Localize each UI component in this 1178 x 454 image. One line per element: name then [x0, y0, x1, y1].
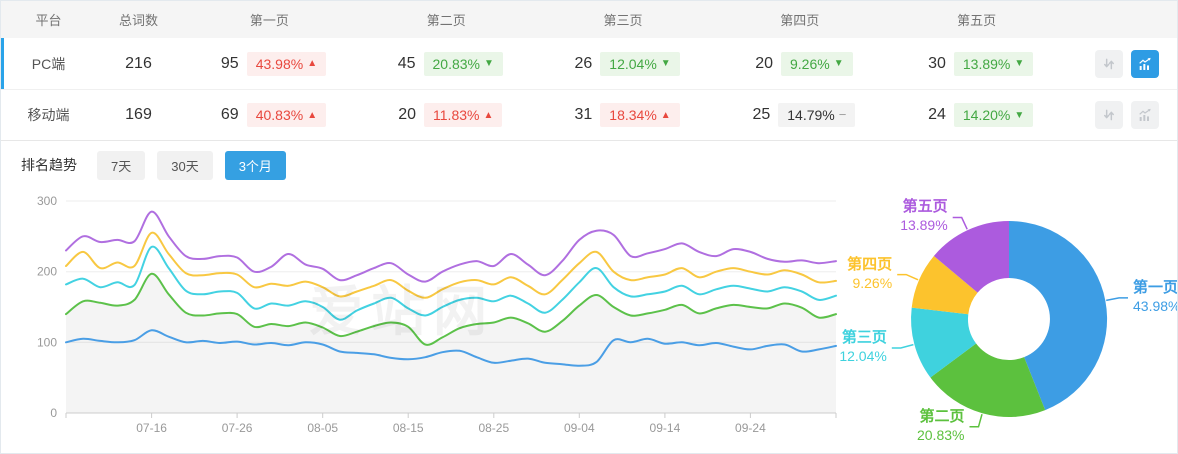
svg-text:09-14: 09-14: [650, 421, 681, 435]
page4-cell: 25 14.79% −: [711, 103, 888, 127]
sort-button[interactable]: [1095, 49, 1123, 78]
svg-text:09-04: 09-04: [564, 421, 595, 435]
donut-label-第四页: 第四页 9.26%: [847, 255, 893, 291]
page3-cell: 26 12.04% ▼: [535, 51, 712, 76]
platform-label: PC端: [31, 55, 66, 72]
up-triangle-icon: ▲: [660, 109, 671, 121]
bar-trend-icon: [1139, 57, 1151, 70]
svg-text:07-26: 07-26: [222, 421, 253, 435]
page2-count: 20: [398, 106, 417, 123]
svg-text:300: 300: [37, 194, 57, 208]
col-platform: 平台: [35, 13, 62, 28]
flat-dash-icon: −: [838, 107, 847, 122]
page1-change-badge: 43.98% ▲: [246, 51, 327, 76]
page5-count: 30: [928, 54, 946, 72]
svg-text:08-05: 08-05: [307, 421, 338, 435]
page3-count: 26: [574, 54, 593, 72]
page2-cell: 45 20.83% ▼: [358, 51, 535, 76]
up-triangle-icon: ▲: [307, 58, 318, 69]
page4-change-badge: 9.26% ▼: [780, 51, 853, 76]
charts-area: 爱站网 0 100 200 300 07-16 07-26 08-05 08-15 08-25 0…: [1, 189, 1177, 453]
page4-cell: 20 9.26% ▼: [711, 51, 888, 76]
col-page2: 第二页: [426, 13, 466, 28]
page4-change-badge: 14.79% −: [778, 103, 856, 127]
page5-cell: 30 13.89% ▼: [888, 51, 1065, 76]
svg-text:200: 200: [37, 265, 57, 279]
table-row-pc[interactable]: PC端 216 95 43.98% ▲ 45 20.83% ▼ 26 12.04% ▼…: [1, 38, 1177, 89]
col-total-words: 总词数: [118, 13, 158, 28]
svg-text:09-24: 09-24: [735, 421, 766, 435]
page1-cell: 95 43.98% ▲: [181, 51, 358, 76]
page2-cell: 20 11.83% ▲: [358, 103, 535, 127]
table-row-mobile[interactable]: 移动端 169 69 40.83% ▲ 20 11.83% ▲ 31 18.34% ▲…: [1, 89, 1177, 140]
donut-label-第一页: 第一页 43.98%: [1133, 278, 1178, 314]
page2-count: 45: [397, 54, 416, 72]
page3-change-badge: 18.34% ▲: [600, 103, 680, 127]
line-chart-canvas: 0 100 200 300 07-16 07-26 08-05 08-15 08-25 09-04…: [37, 194, 837, 435]
up-triangle-icon: ▲: [307, 109, 318, 121]
page3-count: 31: [574, 106, 593, 123]
trend-title: 排名趋势: [21, 157, 77, 173]
page4-count: 25: [752, 106, 771, 123]
trend-toolbar: 排名趋势 7天 30天 3个月: [1, 140, 1177, 189]
col-page3: 第三页: [603, 13, 643, 28]
tab-30days[interactable]: 30天: [157, 150, 213, 180]
page1-count: 69: [220, 106, 239, 123]
sort-button[interactable]: [1095, 101, 1123, 129]
trend-chart-button[interactable]: [1131, 49, 1159, 78]
page3-cell: 31 18.34% ▲: [535, 103, 712, 127]
down-triangle-icon: ▼: [833, 58, 844, 69]
tab-7days[interactable]: 7天: [97, 150, 146, 180]
page5-change-badge: 14.20% ▼: [953, 103, 1034, 127]
page5-change-badge: 13.89% ▼: [953, 51, 1034, 76]
total-words-value: 216: [125, 54, 152, 72]
up-triangle-icon: ▲: [483, 109, 494, 121]
col-page5: 第五页: [957, 13, 997, 28]
svg-text:08-25: 08-25: [478, 421, 509, 435]
donut-canvas: [891, 216, 1128, 428]
donut-label-第五页: 第五页 13.89%: [900, 198, 948, 234]
bar-trend-icon: [1139, 108, 1151, 121]
page2-change-badge: 11.83% ▲: [424, 103, 503, 127]
page5-count: 24: [928, 106, 946, 123]
rank-trend-line-chart: 爱站网 0 100 200 300 07-16 07-26 08-05 08-15 08-25 0…: [1, 189, 851, 453]
col-page4: 第四页: [780, 13, 820, 28]
svg-text:100: 100: [37, 335, 57, 349]
donut-label-第二页: 第二页 20.83%: [916, 407, 965, 443]
page1-cell: 69 40.83% ▲: [181, 103, 358, 127]
trend-chart-button[interactable]: [1131, 101, 1159, 129]
page1-count: 95: [220, 54, 239, 72]
down-triangle-icon: ▼: [660, 58, 671, 69]
page-share-donut-chart: 第一页 43.98% 第二页 20.83% 第三页 12.04% 第四页 9.26% 第五页 13…: [839, 189, 1178, 453]
col-page1: 第一页: [249, 13, 289, 28]
total-words-value: 169: [125, 106, 152, 123]
svg-text:0: 0: [50, 406, 57, 420]
down-triangle-icon: ▼: [1014, 58, 1025, 69]
platform-label: 移动端: [27, 107, 70, 123]
page2-change-badge: 20.83% ▼: [423, 51, 503, 76]
sort-arrows-icon: [1104, 109, 1114, 121]
page4-count: 20: [755, 54, 773, 72]
tab-3months[interactable]: 3个月: [224, 150, 286, 180]
page1-change-badge: 40.83% ▲: [246, 103, 327, 127]
svg-text:08-15: 08-15: [393, 421, 424, 435]
table-header: 平台 总词数 第一页 第二页 第三页 第四页 第五页: [1, 1, 1177, 38]
donut-label-第三页: 第三页 12.04%: [839, 329, 887, 364]
svg-text:07-16: 07-16: [136, 421, 167, 435]
page3-change-badge: 12.04% ▼: [600, 51, 680, 76]
down-triangle-icon: ▼: [483, 58, 494, 69]
down-triangle-icon: ▼: [1014, 109, 1025, 121]
sort-arrows-icon: [1104, 58, 1114, 69]
page5-cell: 24 14.20% ▼: [888, 103, 1065, 127]
